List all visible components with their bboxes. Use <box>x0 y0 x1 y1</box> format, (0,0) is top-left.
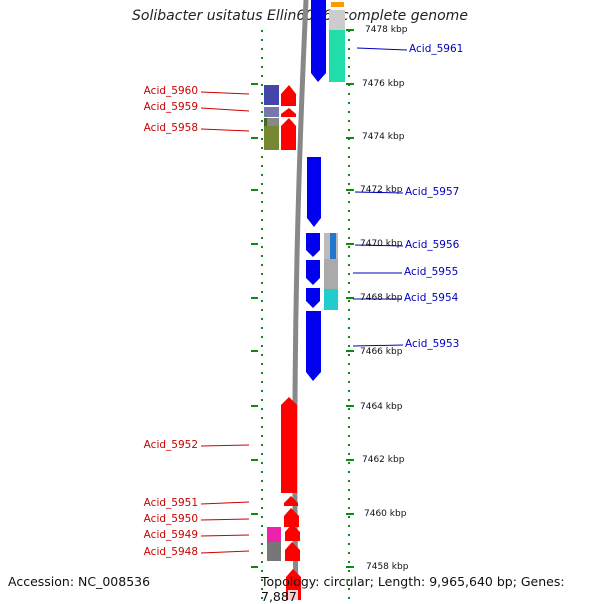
gene-label-acid-5956[interactable]: Acid_5956 <box>405 239 460 251</box>
gene-label-acid-5954[interactable]: Acid_5954 <box>404 292 459 304</box>
category-box <box>267 527 281 542</box>
tick-label: 7460 kbp <box>364 509 407 519</box>
tick-label: 7468 kbp <box>360 293 403 303</box>
leader-line <box>200 128 250 132</box>
category-box <box>264 118 279 126</box>
gene-label-acid-5948[interactable]: Acid_5948 <box>143 546 198 558</box>
gene-label-acid-5949[interactable]: Acid_5949 <box>143 529 198 541</box>
category-box <box>264 126 279 150</box>
leader-line <box>200 444 250 447</box>
category-box <box>324 259 338 289</box>
leader-line <box>200 501 250 505</box>
gene-acid-5961 <box>311 0 326 82</box>
category-box <box>264 85 279 105</box>
accession-text: Accession: NC_008536 <box>8 574 151 589</box>
gene-acid-5953 <box>306 311 321 381</box>
gene-acid-5954 <box>306 288 320 308</box>
right-tick-marks <box>346 29 354 568</box>
tick-label: 7466 kbp <box>360 347 403 357</box>
gene-acid-5952 <box>281 397 297 493</box>
gene-label-acid-5955[interactable]: Acid_5955 <box>404 266 459 278</box>
gene-label-acid-5951[interactable]: Acid_5951 <box>143 497 198 509</box>
gene-label-acid-5953[interactable]: Acid_5953 <box>405 338 460 350</box>
leader-line <box>200 518 250 521</box>
gene-acid-5957 <box>307 157 321 227</box>
genome-backbone <box>292 0 309 600</box>
gene-acid-5960 <box>281 85 296 106</box>
tick-label: 7476 kbp <box>362 79 405 89</box>
gene-label-acid-5958[interactable]: Acid_5958 <box>143 122 198 134</box>
gene-acid-5951 <box>284 496 298 506</box>
category-box <box>329 10 345 30</box>
gene-label-acid-5950[interactable]: Acid_5950 <box>143 513 198 525</box>
leader-line <box>354 244 404 247</box>
gene-label-acid-5961[interactable]: Acid_5961 <box>409 43 464 55</box>
gene-acid-5955 <box>306 260 320 285</box>
leader-line <box>200 91 250 95</box>
leader-line <box>354 191 404 194</box>
gene-acid-5956 <box>306 233 320 257</box>
map-title: Solibacter usitatus Ellin6076, complete … <box>132 8 468 24</box>
gene-label-acid-5960[interactable]: Acid_5960 <box>143 85 198 97</box>
gene-acid-5948 <box>285 542 300 561</box>
tick-label: 7478 kbp <box>365 25 408 35</box>
left-tick-marks <box>251 83 258 568</box>
gene-acid-5958 <box>281 118 296 150</box>
tick-label: 7470 kbp <box>360 239 403 249</box>
leader-line <box>200 107 250 112</box>
gene-label-acid-5959[interactable]: Acid_5959 <box>143 101 198 113</box>
gene-acid-5950 <box>284 508 299 527</box>
category-box <box>288 590 298 600</box>
category-box <box>267 542 281 561</box>
category-box <box>329 30 345 82</box>
leader-line <box>356 47 408 51</box>
gene-acid-5959 <box>281 108 296 117</box>
tick-label: 7462 kbp <box>362 455 405 465</box>
category-box <box>324 289 338 310</box>
tick-label: 7458 kbp <box>366 562 409 572</box>
category-box <box>331 2 344 7</box>
category-box <box>330 233 336 259</box>
tick-label: 7472 kbp <box>360 185 403 195</box>
tick-label: 7474 kbp <box>362 132 405 142</box>
gene-acid-5949 <box>285 524 300 541</box>
gene-label-acid-5952[interactable]: Acid_5952 <box>143 439 198 451</box>
leader-line <box>200 550 250 554</box>
tick-label: 7464 kbp <box>360 402 403 412</box>
leader-line <box>352 344 404 347</box>
gene-label-acid-5957[interactable]: Acid_5957 <box>405 186 460 198</box>
leader-line <box>200 534 250 537</box>
category-box <box>264 107 279 117</box>
